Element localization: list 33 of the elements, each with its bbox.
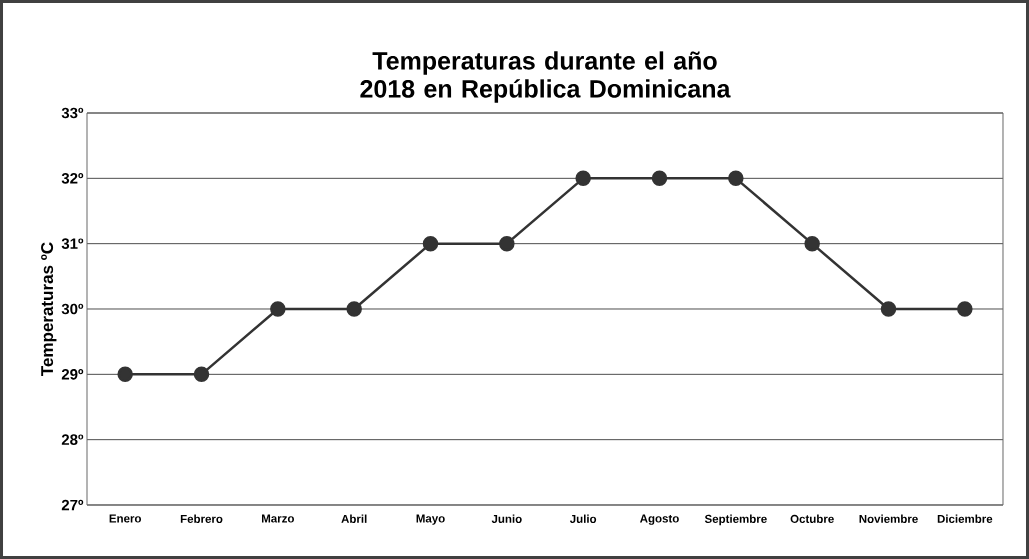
point	[499, 235, 515, 252]
x-tick-label: Julio	[569, 514, 597, 523]
point	[804, 235, 820, 252]
x-tick-label: Junio	[491, 514, 522, 523]
point	[346, 301, 362, 317]
y-tick-label: 32º	[61, 173, 84, 184]
x-tick-label: Septiembre	[704, 514, 767, 526]
y-tick-label: 30º	[61, 303, 84, 315]
y-tick-label: 28º	[61, 434, 84, 445]
x-tick-label: Octubre	[790, 514, 834, 523]
x-tick-label: Febrero	[180, 514, 223, 523]
point	[193, 366, 210, 383]
point	[270, 301, 286, 317]
point	[575, 170, 591, 187]
y-axis-title: Temperaturas ºC	[41, 242, 57, 376]
point	[651, 170, 668, 187]
point	[957, 301, 973, 317]
x-tick-label: Noviembre	[859, 514, 918, 523]
x-tick-label: Abril	[341, 514, 367, 523]
x-tick-label: Diciembre	[937, 514, 993, 523]
point	[422, 235, 439, 252]
x-tick-label: Mayo	[416, 514, 445, 525]
y-tick-label: 29º	[61, 369, 84, 380]
point	[117, 366, 133, 383]
y-tick-label: 33º	[61, 107, 84, 119]
x-tick-label: Marzo	[262, 514, 294, 523]
x-tick-label: Enero	[109, 514, 142, 523]
y-tick-label: 31º	[61, 238, 84, 249]
chart-title: Temperaturas durante el año 2018 en República Dominicana	[360, 51, 731, 103]
x-tick-label: Agosto	[639, 514, 679, 525]
point	[728, 170, 744, 187]
y-tick-label: 27º	[61, 499, 84, 511]
point	[880, 301, 897, 317]
